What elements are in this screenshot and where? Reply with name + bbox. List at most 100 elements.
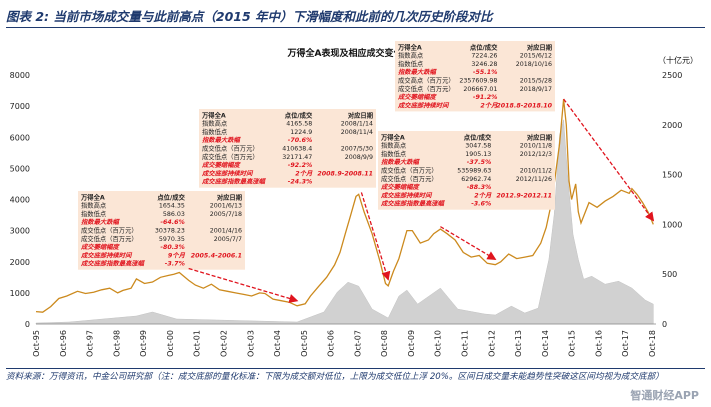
annotation-label: 成交低点（百万元） <box>202 144 259 153</box>
annotation-label: 成交底部持续时间 <box>397 101 450 109</box>
y-tick-label: 4000 <box>10 196 30 205</box>
annotation-label: 成交底部持续时间 <box>80 251 133 259</box>
y-tick-label: 5000 <box>10 164 30 173</box>
annotation-date: 2008/1/14 <box>341 121 373 128</box>
drawdown-arrow <box>563 98 655 222</box>
annotation-value: 2357609.98 <box>459 78 497 85</box>
annotation-label: 指数高点 <box>81 201 106 210</box>
annotation-value: 3047.58 <box>465 143 491 150</box>
drawdown-arrow <box>440 226 497 260</box>
annotation-label: 成交萎缩幅度 <box>380 183 420 191</box>
annotation-value: 7224.26 <box>471 53 497 60</box>
x-tick-label: Oct-14 <box>541 330 550 357</box>
annotation-header: 点位/成交 <box>157 192 185 201</box>
annotation-label: 成交低点（百万元） <box>202 152 259 161</box>
annotation-date: 2018/10/16 <box>516 61 552 68</box>
annotation-label: 成交底部持续时间 <box>380 191 433 199</box>
annotation-date: 2005/7/7 <box>214 236 242 243</box>
x-tick-label: Oct-03 <box>246 330 255 357</box>
annotation-header: 万得全A <box>201 110 226 119</box>
y-tick-label: 6000 <box>10 133 30 142</box>
annotation-label: 成交底部指数最高涨幅 <box>380 200 446 208</box>
annotation-header: 对应日期 <box>527 42 552 51</box>
annotation-label: 成交萎缩幅度 <box>201 161 241 169</box>
annotation-value: 2个月 <box>480 101 498 109</box>
annotation-header: 点位/成交 <box>470 42 498 51</box>
y-tick-label: 8000 <box>10 71 30 80</box>
y2-tick-label: 0 <box>662 320 667 329</box>
x-tick-label: Oct-99 <box>139 330 148 357</box>
annotation-label: 成交底部指数最高涨幅 <box>201 178 267 186</box>
annotation-value: 2个月 <box>295 169 313 177</box>
annotation-date: 2010/11/2 <box>520 168 552 175</box>
annotation-label: 指数最大跌幅 <box>81 218 120 226</box>
x-tick-label: Oct-01 <box>193 330 202 357</box>
annotation-date: 2018/9/17 <box>520 86 552 93</box>
annotation-date: 2001/4/16 <box>210 228 242 235</box>
annotation-box <box>199 109 376 188</box>
annotation-label: 指数高点 <box>398 51 423 60</box>
annotation-header: 万得全A <box>380 132 405 141</box>
annotation-label: 成交萎缩幅度 <box>80 243 120 251</box>
x-tick-label: Oct-97 <box>86 330 95 357</box>
annotation-label: 成交低点（百万元） <box>398 84 455 93</box>
y-tick-label: 2000 <box>10 258 30 267</box>
y-tick-label: 3000 <box>10 227 30 236</box>
x-tick-label: Oct-11 <box>461 330 470 357</box>
x-tick-label: Oct-18 <box>648 330 657 357</box>
annotation-value: 4165.58 <box>286 121 312 128</box>
figure-title: 图表 2: 当前市场成交量与此前高点（2015 年中）下滑幅度和此前的几次历史阶… <box>6 9 493 24</box>
annotation-header: 对应日期 <box>217 192 242 201</box>
x-tick-label: Oct-04 <box>273 330 282 357</box>
annotation-label: 指数低点 <box>81 209 106 218</box>
chart-title: 万得全A表现及相应成交变化 <box>287 47 403 59</box>
x-tick-label: Oct-12 <box>487 330 496 357</box>
annotation-date: 2007/5/30 <box>341 146 373 153</box>
annotation-label: 成交低点（百万元） <box>81 234 138 243</box>
annotation-header: 点位/成交 <box>464 132 492 141</box>
annotation-value: -88.3% <box>467 184 491 191</box>
annotation-value: 1224.9 <box>290 129 312 136</box>
drawdown-arrow <box>188 267 299 303</box>
annotation-date: 2008.9-2008.11 <box>317 170 373 177</box>
annotation-label: 成交低点（百万元） <box>381 166 438 175</box>
x-tick-label: Oct-08 <box>380 330 389 357</box>
footnote: 资料来源：万得资讯，中金公司研究部（注：成交底部的量化标准：下限为成交额对低位，… <box>6 372 664 382</box>
annotation-value: 1654.35 <box>159 203 185 210</box>
annotation-date: 2001/6/13 <box>210 203 242 210</box>
x-tick-label: Oct-09 <box>407 330 416 357</box>
y2-tick-label: 1500 <box>662 171 682 180</box>
x-tick-label: Oct-96 <box>59 330 68 357</box>
annotation-date: 2008/11/4 <box>341 129 373 136</box>
x-tick-label: Oct-05 <box>300 330 309 357</box>
annotation-header: 万得全A <box>80 192 105 201</box>
y2-tick-label: 500 <box>662 270 677 279</box>
annotation-value: 586.03 <box>163 211 185 218</box>
annotation-value: -70.6% <box>288 137 312 144</box>
annotation-label: 成交底部指数最高涨幅 <box>80 260 146 268</box>
y-tick-label: 7000 <box>10 102 30 111</box>
y2-tick-label: 1000 <box>662 220 682 229</box>
annotation-value: -80.3% <box>160 244 184 251</box>
x-tick-label: Oct-15 <box>568 330 577 357</box>
drawdown-arrow <box>360 192 391 281</box>
y-tick-label: 1000 <box>10 289 30 298</box>
annotation-label: 成交低点（百万元） <box>381 174 438 183</box>
x-tick-label: Oct-13 <box>514 330 523 357</box>
annotation-value: -24.3% <box>288 179 312 186</box>
annotation-header: 万得全A <box>397 42 422 51</box>
title-rule <box>6 27 705 28</box>
watermark: 智通财经APP <box>630 389 699 402</box>
annotation-label: 指数最大跌幅 <box>381 158 420 166</box>
annotation-date: 2015/6/12 <box>520 53 552 60</box>
annotation-value: 206667.01 <box>463 86 497 93</box>
annotation-label: 指数最大跌幅 <box>398 68 437 76</box>
annotation-value: -91.2% <box>473 94 497 101</box>
x-tick-label: Oct-17 <box>621 330 630 357</box>
annotation-box <box>78 191 245 270</box>
annotation-value: -37.5% <box>467 159 491 166</box>
annotation-value: 30378.23 <box>155 228 185 235</box>
x-tick-label: Oct-10 <box>434 330 443 357</box>
annotation-date: 2015/5/28 <box>520 78 552 85</box>
